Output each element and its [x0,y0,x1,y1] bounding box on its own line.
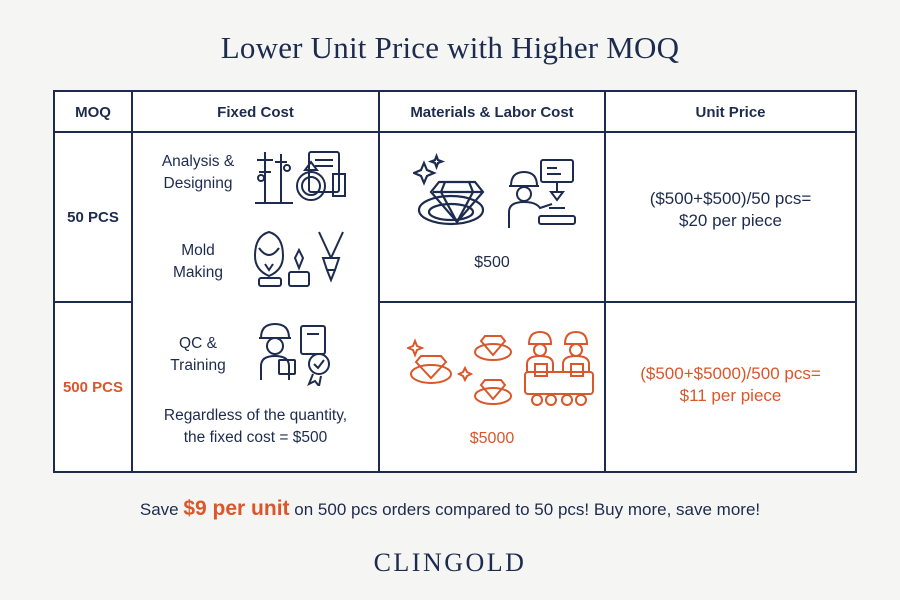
fixed-cost-item-mold: Mold Making [143,240,253,284]
savings-message: Save $9 per unit on 500 pcs orders compa… [0,497,900,521]
materials-cost-50: $500 [474,254,510,271]
comparison-table: MOQ Fixed Cost Materials & Labor Cost Un… [53,90,857,473]
brand-logo: CLINGOLD [373,548,527,577]
factory-workers-icon [524,330,594,406]
qc-label-line1: QC & [179,335,217,352]
multiple-diamond-rings-icon [407,335,512,405]
mold-label-line1: Mold [181,242,215,259]
savings-prefix: Save [139,500,179,519]
fixed-cost-note: Regardless of the quantity, the fixed co… [133,405,378,449]
row-divider-moq [55,301,132,303]
analysis-label-line1: Analysis & [161,153,235,170]
unit-price-50-formula: ($500+$500)/50 pcs= [649,189,812,208]
moq-500: 500 PCS [62,378,124,396]
qc-label-line2: Training [170,357,226,374]
header-moq: MOQ [75,103,111,121]
unit-price-50: ($500+$500)/50 pcs= $20 per piece [606,188,855,232]
unit-price-500-formula: ($500+$5000)/500 pcs= [640,364,821,383]
inspector-certificate-icon [259,322,330,386]
fixed-cost-note-line2: the fixed cost = $500 [183,429,328,446]
analysis-label-line2: Designing [163,175,233,192]
savings-highlight: $9 per unit [183,497,290,520]
header-unit-price: Unit Price [695,103,766,121]
jeweler-worker-icon [508,159,576,228]
fixed-cost-note-line1: Regardless of the quantity, [163,407,348,424]
unit-price-50-result: $20 per piece [678,211,783,230]
savings-suffix: on 500 pcs orders compared to 50 pcs! Bu… [294,500,761,519]
column-divider-1 [131,92,133,471]
page-title: Lower Unit Price with Higher MOQ [220,30,680,65]
materials-cost-500: $5000 [469,430,515,447]
fixed-cost-item-qc: QC & Training [143,333,253,377]
necklace-mold-cutter-icon [253,230,344,287]
moq-50: 50 PCS [67,208,119,226]
row-divider-right [379,301,855,303]
diamond-ring-icon [413,152,485,226]
unit-price-500: ($500+$5000)/500 pcs= $11 per piece [606,363,855,407]
header-materials-labor-cost: Materials & Labor Cost [410,103,574,121]
mold-label-line2: Making [173,264,223,281]
column-divider-3 [604,92,606,471]
fixed-cost-item-analysis: Analysis & Designing [143,151,253,195]
header-fixed-cost: Fixed Cost [217,103,294,121]
jewelry-display-design-icon [255,151,346,204]
unit-price-500-result: $11 per piece [679,386,782,405]
column-divider-2 [378,92,380,471]
header-divider [55,131,855,133]
